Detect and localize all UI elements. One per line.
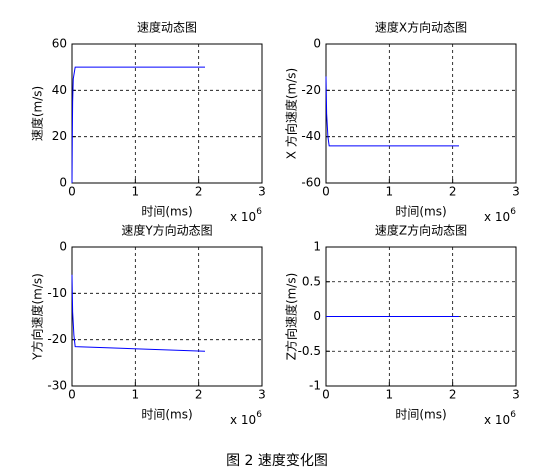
x-tick-label: 2 [449,185,457,199]
y-tick-label: 0 [313,37,321,51]
x-tick-label: 1 [132,388,140,402]
x-scale-base: x 10 [230,413,256,427]
x-tick-label: 0 [322,388,330,402]
data-line [71,66,205,184]
x-tick-label: 0 [322,185,330,199]
y-axis-label: Z方向速度(m/s) [284,273,299,361]
x-tick-label: 0 [68,388,76,402]
chart-title: 速度X方向动态图 [375,20,467,35]
x-scale-base: x 10 [484,413,510,427]
y-tick-label: -40 [301,129,321,143]
x-tick-label: 1 [386,388,394,402]
x-axis-label: 时间(ms) [395,205,446,219]
x-tick-label: 2 [195,388,203,402]
x-scale-base: x 10 [484,210,510,224]
y-tick-label: -0.5 [298,344,321,358]
plot-area [71,43,263,184]
x-scale-label: x 106 [230,207,262,224]
x-scale-label: x 106 [484,410,516,427]
x-tick-label: 3 [512,185,520,199]
y-tick-label: -20 [301,83,321,97]
x-scale-exponent: 6 [510,207,516,217]
y-tick-label: 0.5 [302,274,321,288]
x-axis-label: 时间(ms) [395,408,446,422]
x-tick-label: 2 [449,388,457,402]
plot-area [71,246,263,387]
x-scale-base: x 10 [230,210,256,224]
plot-area [325,43,517,184]
x-tick-label: 1 [132,185,140,199]
chart-title: 速度动态图 [137,20,197,35]
x-axis-label: 时间(ms) [141,408,192,422]
x-tick-label: 3 [512,388,520,402]
x-scale-exponent: 6 [256,410,262,420]
y-axis-label: X 方向速度(m/s) [284,68,299,159]
x-axis-label: 时间(ms) [141,205,192,219]
x-scale-exponent: 6 [256,207,262,217]
y-tick-label: 40 [52,83,67,97]
chart-title: 速度Y方向动态图 [121,223,212,238]
data-line [325,76,459,147]
y-tick-label: 1 [313,240,321,254]
y-axis-label: Y方向速度(m/s) [30,273,45,361]
x-scale-exponent: 6 [510,410,516,420]
y-axis-label: 速度(m/s) [30,86,45,141]
x-tick-label: 2 [195,185,203,199]
y-tick-label: 0 [313,309,321,323]
data-line [71,274,206,352]
x-tick-label: 3 [258,388,266,402]
y-tick-label: 60 [52,37,67,51]
x-tick-label: 0 [68,185,76,199]
x-tick-label: 1 [386,185,394,199]
caption: 图 2 速度变化图 [226,453,328,469]
y-tick-label: -30 [47,379,67,393]
y-tick-label: -10 [47,286,67,300]
y-tick-label: 20 [52,129,67,143]
x-scale-label: x 106 [230,410,262,427]
y-tick-label: -1 [309,379,321,393]
y-tick-label: 0 [59,176,67,190]
y-tick-label: 0 [59,240,67,254]
x-scale-label: x 106 [484,207,516,224]
y-tick-label: -20 [47,332,67,346]
x-tick-label: 3 [258,185,266,199]
chart-title: 速度Z方向动态图 [375,223,467,238]
y-tick-label: -60 [301,176,321,190]
